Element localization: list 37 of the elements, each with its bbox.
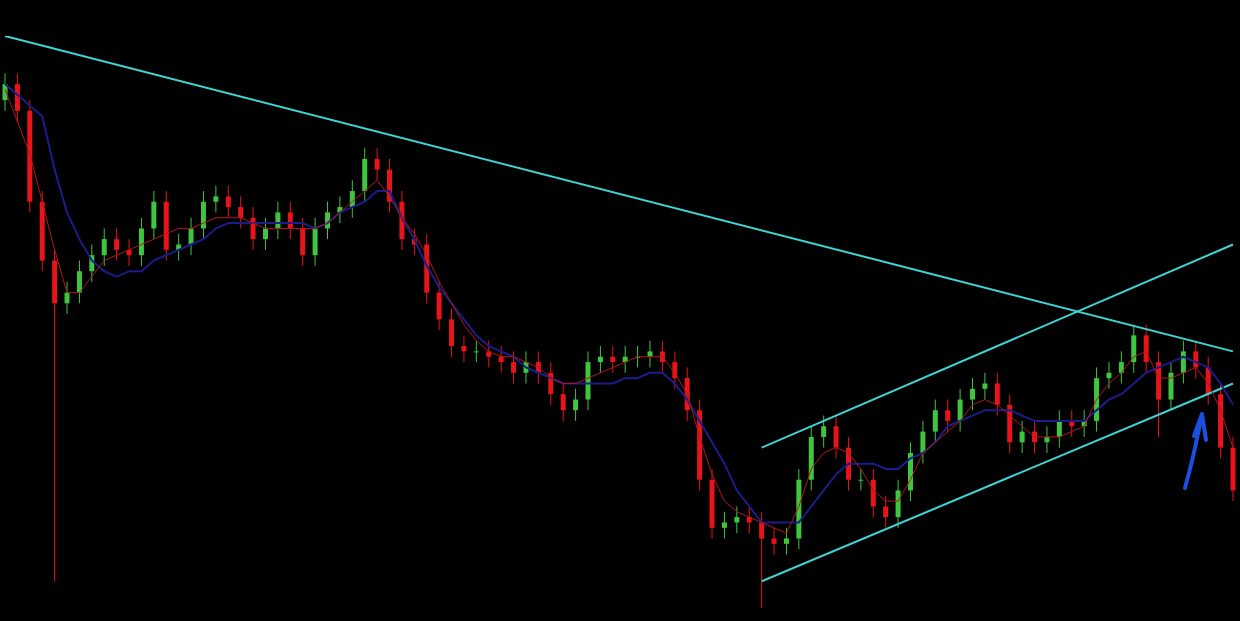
candlestick: [64, 281, 70, 315]
candlestick: [114, 227, 120, 262]
candlestick: [262, 217, 268, 251]
candlestick: [945, 399, 951, 433]
candlestick: [461, 334, 467, 363]
candlestick: [1019, 420, 1025, 454]
candlestick: [238, 195, 244, 229]
candlestick: [213, 185, 219, 213]
candlestick: [883, 495, 889, 529]
candlestick: [721, 511, 727, 540]
candlestick: [759, 511, 765, 609]
candlestick: [783, 527, 789, 556]
candlestick: [647, 340, 653, 368]
candlestick: [486, 340, 492, 368]
candlestick: [734, 505, 740, 534]
candlestick: [473, 340, 479, 363]
candlestick: [76, 260, 82, 304]
candlestick: [932, 399, 938, 443]
candlestick: [101, 227, 107, 267]
candlestick: [821, 415, 827, 449]
candlestick: [511, 350, 517, 384]
candlestick: [610, 345, 616, 374]
candlestick: [833, 415, 839, 459]
candlestick: [771, 527, 777, 556]
candlestick: [982, 372, 988, 401]
candlestick: [560, 382, 566, 422]
candlestick: [374, 147, 380, 181]
candlestick: [994, 372, 1000, 417]
candlestick: [858, 468, 864, 491]
candlestick: [920, 420, 926, 465]
candlestick: [1118, 350, 1124, 384]
candlestick: [970, 377, 976, 411]
candlestick: [498, 345, 504, 374]
candlestick: [225, 185, 231, 219]
candlestick: [1106, 361, 1112, 390]
candlestick: [573, 388, 579, 422]
candlestick: [597, 345, 603, 374]
